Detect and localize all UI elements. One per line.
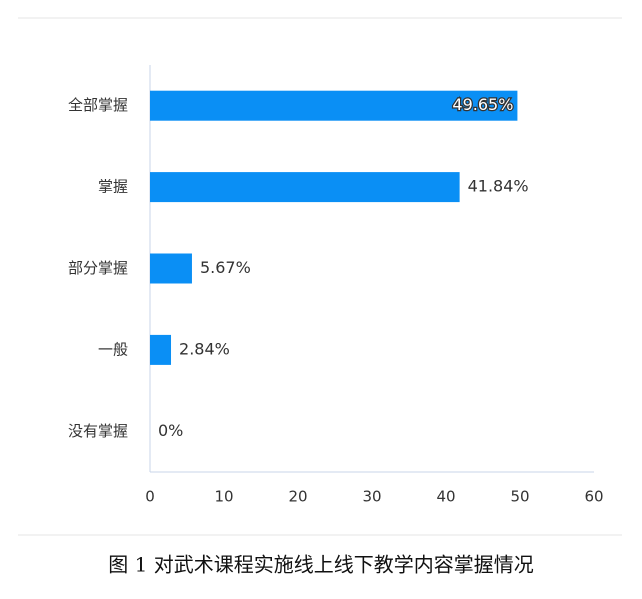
y-tick-label: 一般	[98, 340, 128, 358]
value-label: 2.84%	[179, 339, 230, 358]
x-tick-label: 20	[288, 488, 307, 506]
value-label: 5.67%	[200, 258, 251, 277]
value-label: 41.84%	[468, 177, 529, 196]
y-tick-label: 没有掌握	[68, 422, 128, 440]
x-tick-label: 50	[510, 488, 529, 506]
y-tick-label: 部分掌握	[68, 259, 128, 277]
caption: 图 1 对武术课程实施线上线下教学内容掌握情况	[108, 553, 533, 577]
x-tick-label: 30	[362, 488, 381, 506]
x-tick-label: 10	[214, 488, 233, 506]
y-tick-label: 全部掌握	[68, 96, 128, 114]
bar	[150, 334, 172, 365]
value-label: 49.65%	[452, 95, 513, 114]
value-label: 0%	[158, 421, 183, 440]
x-tick-label: 0	[145, 488, 155, 506]
x-tick-label: 60	[584, 488, 603, 506]
y-tick-label: 掌握	[98, 178, 128, 196]
bar	[150, 253, 192, 284]
x-tick-label: 40	[436, 488, 455, 506]
bar	[150, 172, 460, 203]
bar	[150, 90, 518, 121]
